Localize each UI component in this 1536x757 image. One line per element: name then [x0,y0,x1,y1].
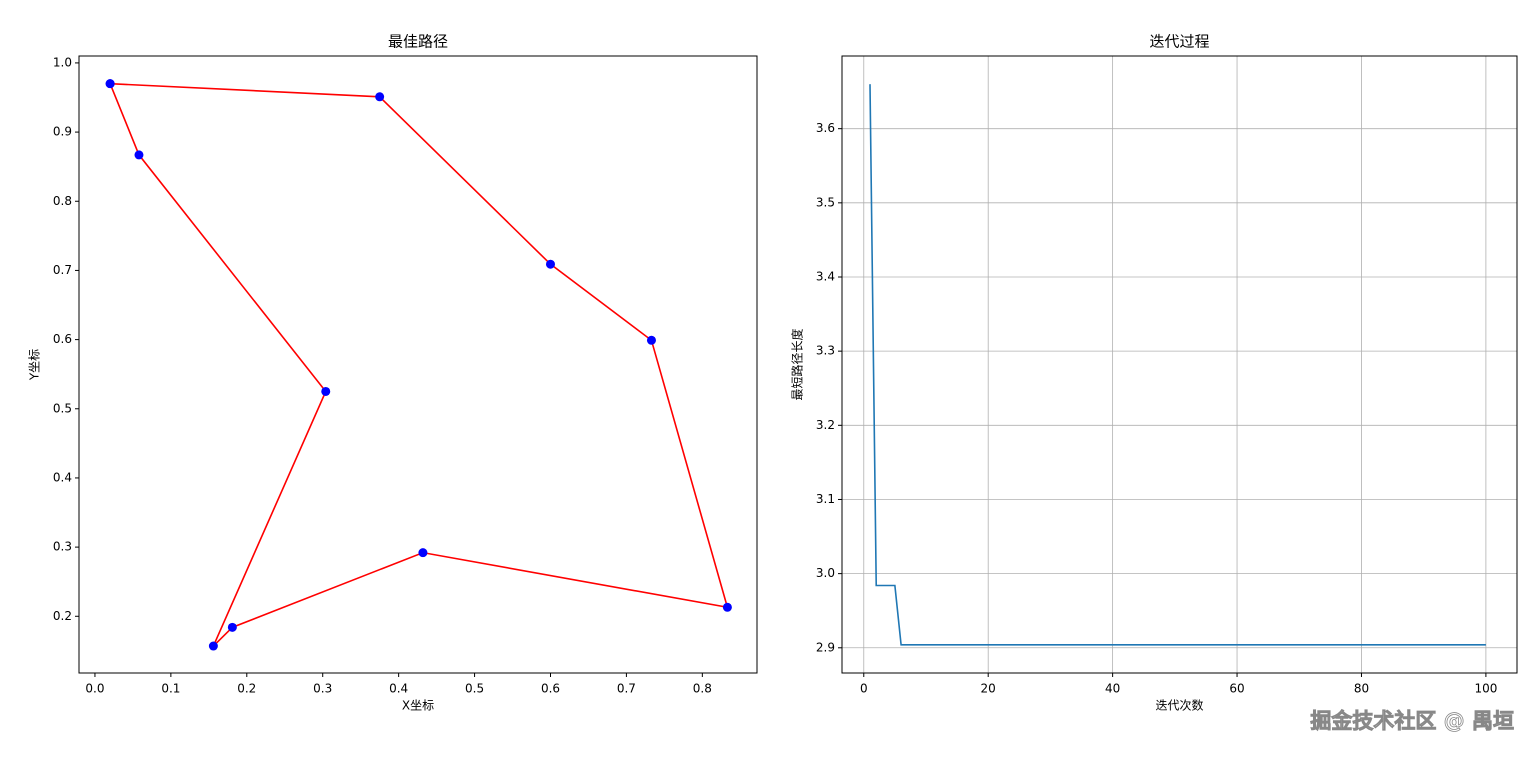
y-tick-label: 3.3 [816,344,835,358]
y-tick-label: 0.2 [53,609,72,623]
marker [105,79,115,89]
marker [545,259,555,269]
x-tick-label: 0.7 [617,682,636,696]
x-tick-label: 0.6 [541,682,560,696]
y-tick-label: 0.3 [53,540,72,554]
x-tick-label: 0.5 [465,682,484,696]
y-tick-label: 3.6 [816,121,835,135]
marker [646,335,656,345]
y-tick-label: 0.9 [53,125,72,139]
axes-frame [841,55,1518,674]
marker [208,641,218,651]
x-tick-label: 0.2 [237,682,256,696]
marker [375,92,385,102]
chart-title: 最佳路径 [388,33,448,51]
chart-title: 迭代过程 [1149,33,1209,51]
marker [227,622,237,632]
y-tick-label: 0.8 [53,194,72,208]
y-tick-label: 3.0 [816,566,835,580]
x-tick-label: 0.3 [313,682,332,696]
x-tick-label: 0.0 [85,682,104,696]
marker [321,386,331,396]
axes-frame [78,55,758,674]
y-tick-label: 0.4 [53,470,72,484]
y-axis-label: 最短路径长度 [790,328,805,400]
x-tick-label: 40 [1105,682,1120,696]
x-tick-label: 0 [860,682,868,696]
marker [418,548,428,558]
marker [134,150,144,160]
x-tick-label: 80 [1354,682,1369,696]
x-tick-label: 100 [1474,682,1497,696]
marker [722,602,732,612]
watermark: 掘金技术社区 @ 禺垣 [1310,709,1514,733]
y-tick-label: 0.7 [53,263,72,277]
y-tick-label: 3.4 [816,269,835,283]
x-tick-label: 0.8 [693,682,712,696]
x-axis-label: 迭代次数 [1155,698,1203,713]
y-tick-label: 3.1 [816,492,835,506]
y-tick-label: 0.5 [53,401,72,415]
x-tick-label: 20 [981,682,996,696]
x-tick-label: 60 [1229,682,1244,696]
y-tick-label: 1.0 [53,55,72,69]
line [869,84,1486,646]
y-tick-label: 0.6 [53,332,72,346]
x-tick-label: 0.1 [161,682,180,696]
y-tick-label: 3.2 [816,418,835,432]
x-tick-label: 0.4 [389,682,408,696]
y-tick-label: 3.5 [816,195,835,209]
y-tick-label: 2.9 [816,640,835,654]
y-axis-label: Y坐标 [28,349,42,381]
x-axis-label: X坐标 [402,699,434,713]
